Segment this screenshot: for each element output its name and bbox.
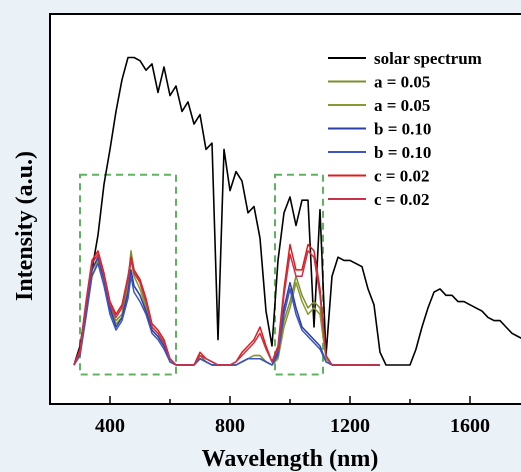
- series-layer: [73, 56, 521, 366]
- series-line-6: [73, 250, 380, 366]
- legend-label-6: c = 0.02: [374, 190, 429, 209]
- highlight-box-0: [79, 173, 177, 376]
- x-tick-label-1200: 1200: [330, 415, 370, 437]
- legend-label-0: solar spectrum: [374, 49, 482, 68]
- legend: solar spectrum a = 0.05 a = 0.05 b = 0.10 b …: [328, 49, 482, 209]
- x-axis-label: Wavelength (nm): [202, 446, 379, 472]
- legend-label-5: c = 0.02: [374, 167, 429, 186]
- x-tick-label-1600: 1600: [450, 415, 490, 437]
- x-axis: 400 800 1200 1600: [49, 396, 490, 437]
- legend-label-1: a = 0.05: [374, 73, 430, 92]
- y-axis-label: Intensity (a.u.): [12, 151, 38, 301]
- series-line-0: [73, 56, 521, 366]
- x-tick-label-400: 400: [95, 415, 125, 437]
- legend-label-2: a = 0.05: [374, 96, 430, 115]
- x-tick-label-800: 800: [215, 415, 245, 437]
- legend-label-3: b = 0.10: [374, 120, 431, 139]
- legend-label-4: b = 0.10: [374, 143, 431, 162]
